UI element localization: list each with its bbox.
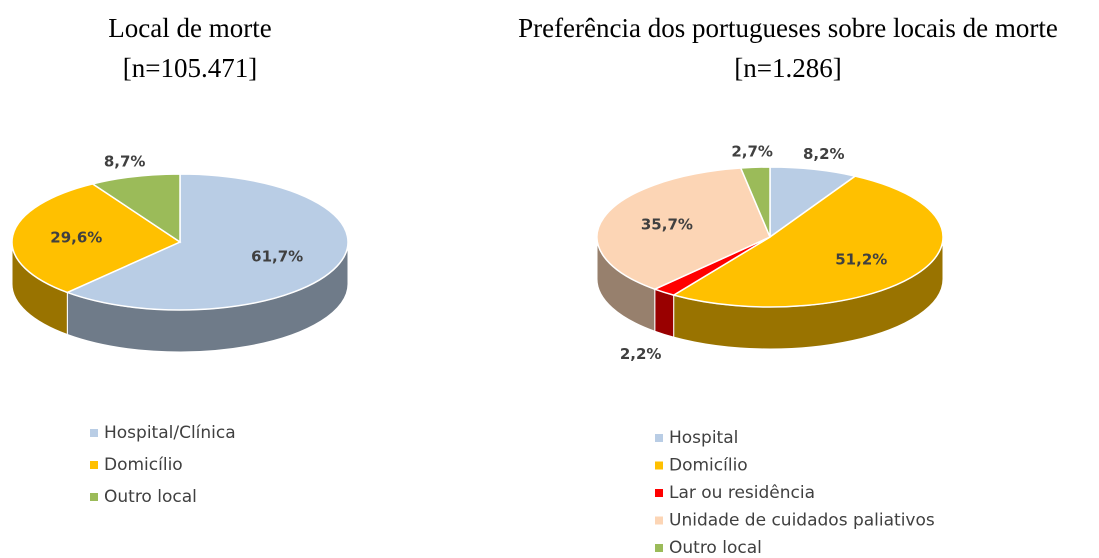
legend-label: Unidade de cuidados paliativos	[669, 511, 935, 531]
chart-subtitle: [n=1.286]	[734, 53, 841, 83]
legend-swatch	[655, 516, 663, 525]
pie-slice	[769, 166, 858, 239]
legend-label: Domicílio	[669, 456, 748, 476]
legend-swatch	[90, 461, 98, 469]
legend-label: Domicílio	[104, 455, 183, 475]
legend-swatch	[655, 489, 663, 497]
legend-label: Hospital	[669, 428, 738, 448]
pie-slice	[65, 173, 349, 311]
data-label: 35,7%	[641, 216, 693, 234]
chart-subtitle: [n=105.471]	[123, 53, 257, 83]
pie-side	[654, 288, 675, 338]
legend-swatch	[90, 493, 98, 501]
data-label: 51,2%	[835, 250, 887, 268]
data-label: 8,2%	[803, 145, 845, 163]
legend-label: Lar ou residência	[669, 483, 815, 503]
data-label: 61,7%	[251, 248, 303, 266]
pie-slice	[739, 166, 771, 238]
data-label: 2,2%	[620, 345, 662, 363]
legend-swatch	[655, 434, 663, 442]
pie-slice	[90, 173, 181, 244]
pie-slice	[671, 175, 944, 308]
legend-swatch	[655, 544, 663, 552]
legend-swatch	[90, 429, 98, 437]
legend-label: Outro local	[104, 487, 197, 507]
pie-slice	[11, 183, 182, 294]
legend-label: Hospital/Clínica	[104, 423, 236, 443]
chart-title: Local de morte	[108, 13, 271, 43]
legend-swatch	[655, 461, 663, 470]
data-label: 29,6%	[50, 229, 102, 247]
data-label: 8,7%	[104, 153, 146, 171]
data-label: 2,7%	[731, 142, 773, 160]
legend-label: Outro local	[669, 538, 762, 558]
pie-slice	[596, 167, 771, 291]
chart-title: Preferência dos portugueses sobre locais…	[518, 13, 1058, 43]
